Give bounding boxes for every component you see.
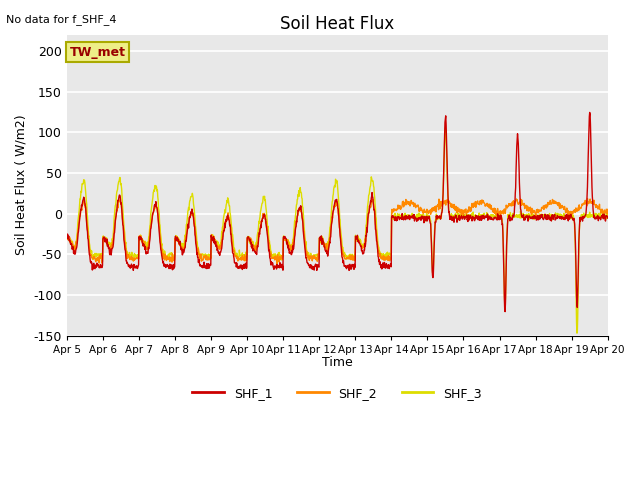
SHF_1 [501, 309, 509, 314]
SHF_1 [183, 229, 191, 235]
SHF_2 [422, 209, 429, 215]
SHF_3 [63, 235, 70, 240]
SHF_3 [421, 214, 429, 219]
SHF_3 [492, 211, 500, 216]
SHF_1 [492, 215, 500, 220]
SHF_2 [170, 254, 178, 260]
SHF_1 [604, 215, 612, 221]
SHF_3 [183, 218, 191, 224]
SHF_1 [421, 214, 429, 219]
SHF_3 [442, 125, 449, 131]
Line: SHF_1: SHF_1 [67, 112, 608, 312]
Title: Soil Heat Flux: Soil Heat Flux [280, 15, 394, 33]
SHF_1 [244, 234, 252, 240]
SHF_3 [244, 234, 252, 240]
SHF_2 [183, 227, 191, 233]
SHF_1 [63, 235, 70, 240]
Line: SHF_2: SHF_2 [67, 199, 608, 264]
SHF_2 [584, 196, 591, 202]
Text: No data for f_SHF_4: No data for f_SHF_4 [6, 14, 117, 25]
SHF_3 [573, 330, 580, 336]
SHF_1 [170, 262, 178, 267]
SHF_2 [540, 206, 548, 212]
SHF_2 [604, 206, 612, 212]
SHF_2 [492, 211, 500, 217]
SHF_2 [273, 261, 281, 267]
SHF_3 [604, 212, 612, 218]
SHF_1 [586, 109, 593, 115]
SHF_1 [540, 216, 548, 221]
SHF_3 [170, 252, 178, 258]
SHF_2 [63, 235, 70, 241]
Line: SHF_3: SHF_3 [67, 128, 608, 333]
Legend: SHF_1, SHF_2, SHF_3: SHF_1, SHF_2, SHF_3 [188, 382, 487, 405]
SHF_2 [244, 235, 252, 240]
SHF_3 [540, 214, 548, 219]
X-axis label: Time: Time [322, 356, 353, 369]
Y-axis label: Soil Heat Flux ( W/m2): Soil Heat Flux ( W/m2) [15, 115, 28, 255]
Text: TW_met: TW_met [70, 46, 125, 59]
